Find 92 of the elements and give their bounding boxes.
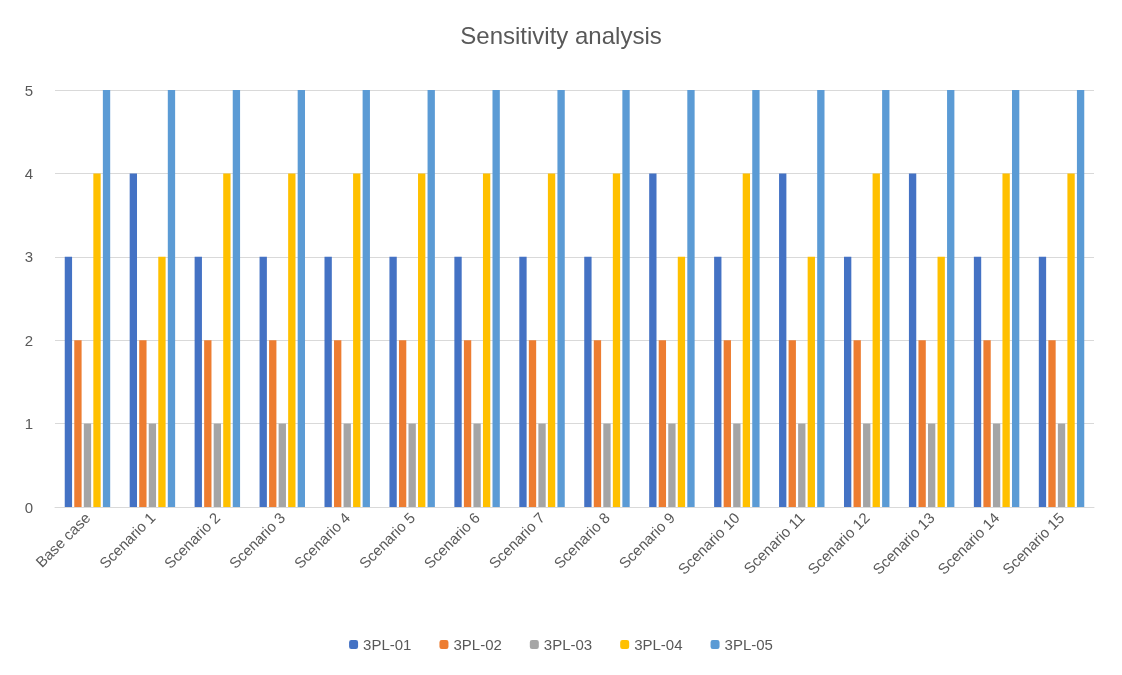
y-tick-label: 5 — [24, 81, 33, 99]
bar — [538, 423, 546, 507]
bar — [427, 90, 435, 507]
bar — [677, 256, 686, 507]
bar — [872, 173, 880, 507]
bar — [408, 423, 416, 507]
legend-label: 3PL-02 — [453, 636, 502, 653]
bar — [1057, 423, 1066, 507]
bar — [658, 340, 667, 507]
bar — [742, 173, 751, 507]
bar — [973, 256, 982, 507]
bar — [723, 340, 731, 507]
bar — [492, 90, 500, 507]
bar — [167, 90, 176, 507]
y-tick-label: 1 — [24, 415, 33, 433]
bar — [882, 90, 890, 507]
bar — [557, 90, 565, 507]
bar — [788, 340, 796, 507]
bar — [714, 256, 722, 507]
bar — [584, 256, 592, 507]
bar — [649, 173, 657, 507]
bar — [158, 256, 166, 507]
bar — [687, 90, 695, 507]
legend-label: 3PL-03 — [543, 636, 593, 653]
legend-label: 3PL-01 — [363, 636, 412, 653]
bar — [547, 173, 556, 507]
bar — [863, 423, 871, 507]
bar — [129, 173, 138, 507]
bar — [668, 423, 676, 507]
bar — [389, 256, 397, 507]
bar — [947, 90, 955, 507]
y-tick-label: 3 — [24, 248, 33, 266]
bar — [798, 423, 806, 507]
bar — [259, 256, 267, 507]
bar — [473, 423, 481, 507]
bar — [463, 340, 472, 507]
bar — [398, 340, 407, 507]
bar — [213, 423, 222, 507]
bar — [1011, 90, 1020, 507]
bar — [232, 90, 241, 507]
bar — [843, 256, 852, 507]
bar — [918, 340, 926, 507]
bar — [343, 423, 351, 507]
bar — [102, 90, 111, 507]
bar — [1002, 173, 1010, 507]
bar — [74, 340, 82, 507]
bar — [612, 173, 621, 507]
bar — [733, 423, 741, 507]
y-tick-label: 0 — [24, 498, 33, 516]
bar — [204, 340, 212, 507]
bar — [288, 173, 296, 507]
bar — [93, 173, 101, 507]
bar — [324, 256, 332, 507]
chart-title: Sensitivity analysis — [460, 21, 662, 49]
bar — [603, 423, 611, 507]
bar — [1076, 90, 1085, 507]
bar — [983, 340, 991, 507]
bar — [519, 256, 527, 507]
bar — [139, 340, 147, 507]
bar — [297, 90, 306, 507]
bar — [752, 90, 760, 507]
bar — [454, 256, 462, 507]
legend-label: 3PL-05 — [724, 636, 773, 653]
bar — [223, 173, 231, 507]
bar — [992, 423, 1001, 507]
bar — [1038, 256, 1047, 507]
bar — [362, 90, 370, 507]
bar — [937, 256, 945, 507]
bar — [817, 90, 825, 507]
bar — [269, 340, 277, 507]
bar — [194, 256, 202, 507]
bar — [528, 340, 537, 507]
bar — [1067, 173, 1075, 507]
legend-label: 3PL-04 — [634, 636, 683, 653]
bar — [622, 90, 630, 507]
y-tick-label: 4 — [24, 164, 33, 182]
bar — [908, 173, 917, 507]
bar — [64, 256, 73, 507]
bar — [353, 173, 361, 507]
bar — [418, 173, 426, 507]
bar — [853, 340, 861, 507]
bar — [83, 423, 92, 507]
bar — [927, 423, 936, 507]
bar — [593, 340, 602, 507]
bar — [148, 423, 157, 507]
bar — [807, 256, 815, 507]
bar — [334, 340, 342, 507]
bar — [278, 423, 286, 507]
bar — [779, 173, 787, 507]
bar — [482, 173, 491, 507]
y-tick-label: 2 — [24, 331, 33, 349]
bar — [1048, 340, 1056, 507]
